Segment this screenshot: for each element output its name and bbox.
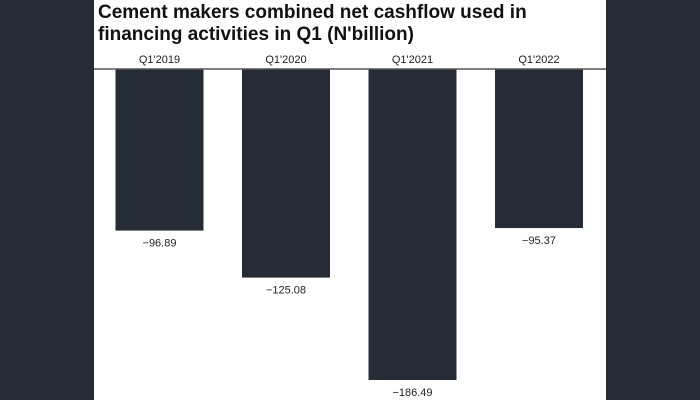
bar xyxy=(368,69,457,380)
chart-title: Cement makers combined net cashflow used… xyxy=(98,2,527,45)
bar xyxy=(115,69,204,231)
category-label: Q1'2019 xyxy=(139,54,180,66)
category-label: Q1'2021 xyxy=(392,54,433,66)
value-label: −95.37 xyxy=(522,235,556,247)
value-label: −96.89 xyxy=(143,238,177,250)
category-label: Q1'2022 xyxy=(518,54,559,66)
value-label: −125.08 xyxy=(266,285,306,297)
bar-chart: Q1'2019 −96.89 Q1'2020 −125.08 Q1'2021 −186.4… xyxy=(94,54,606,399)
chart-panel: Cement makers combined net cashflow used… xyxy=(94,0,606,400)
value-label: −186.49 xyxy=(392,387,432,399)
bar xyxy=(242,69,330,278)
category-label: Q1'2020 xyxy=(265,54,306,66)
bar xyxy=(495,69,583,229)
